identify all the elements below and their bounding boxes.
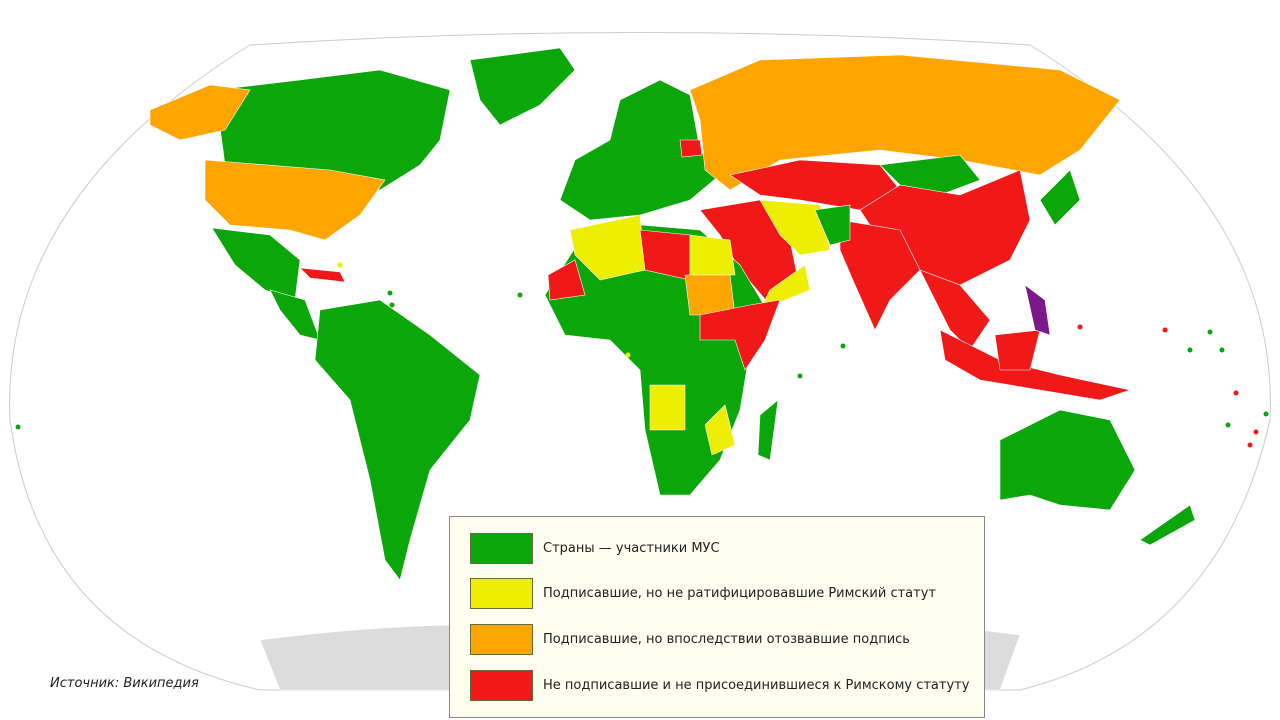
region-mozambique bbox=[704, 404, 736, 456]
island-marker bbox=[1207, 329, 1213, 335]
island-marker bbox=[387, 290, 393, 296]
region-madagascar bbox=[757, 399, 779, 461]
island-marker bbox=[15, 424, 21, 430]
region-mexico bbox=[211, 227, 301, 301]
legend-label: Страны — участники МУС bbox=[543, 541, 720, 556]
region-usa bbox=[204, 159, 386, 241]
region-afghanistan bbox=[814, 204, 851, 246]
legend: Страны — участники МУС Подписавшие, но н… bbox=[449, 516, 985, 718]
island-marker bbox=[337, 262, 343, 268]
legend-item-not-signed: Не подписавшие и не присоединившиеся к Р… bbox=[470, 670, 969, 701]
island-marker bbox=[1253, 429, 1259, 435]
region-alaska bbox=[149, 84, 251, 141]
region-kazakh-mongolia bbox=[879, 154, 981, 196]
source-note: Источник: Википедия bbox=[50, 676, 199, 691]
legend-label: Не подписавшие и не присоединившиеся к Р… bbox=[543, 678, 970, 693]
region-belarus bbox=[679, 139, 703, 158]
region-europe bbox=[559, 79, 721, 221]
region-philippines bbox=[1024, 284, 1051, 336]
region-egypt bbox=[689, 234, 736, 276]
legend-swatch bbox=[470, 578, 533, 609]
region-mauritania bbox=[547, 259, 586, 301]
region-cuba bbox=[299, 267, 346, 283]
region-russia bbox=[689, 54, 1121, 191]
region-new-zealand bbox=[1139, 504, 1196, 546]
island-marker bbox=[840, 343, 846, 349]
island-marker bbox=[797, 373, 803, 379]
region-sudan bbox=[684, 274, 736, 316]
region-se-asia bbox=[919, 269, 991, 351]
legend-item-party: Страны — участники МУС bbox=[470, 533, 720, 564]
island-marker bbox=[1077, 324, 1083, 330]
legend-swatch bbox=[470, 533, 533, 564]
island-marker bbox=[1187, 347, 1193, 353]
region-algeria bbox=[569, 214, 646, 281]
region-india bbox=[839, 219, 921, 331]
island-marker bbox=[1162, 327, 1168, 333]
island-marker bbox=[517, 292, 523, 298]
island-marker bbox=[389, 302, 395, 308]
region-borneo bbox=[994, 329, 1041, 371]
island-marker bbox=[1225, 422, 1231, 428]
legend-item-signed: Подписавшие, но не ратифицировавшие Римс… bbox=[470, 578, 936, 609]
legend-swatch bbox=[470, 624, 533, 655]
legend-label: Подписавшие, но впоследствии отозвавшие … bbox=[543, 632, 910, 647]
island-marker bbox=[1219, 347, 1225, 353]
legend-item-withdrawn: Подписавшие, но впоследствии отозвавшие … bbox=[470, 624, 910, 655]
region-australia bbox=[999, 409, 1136, 511]
island-marker bbox=[1263, 411, 1269, 417]
region-horn-africa bbox=[699, 299, 781, 371]
map-outline bbox=[9, 32, 1271, 691]
island-marker bbox=[1247, 442, 1253, 448]
legend-swatch bbox=[470, 670, 533, 701]
region-south-america bbox=[314, 299, 481, 581]
region-japan bbox=[1039, 169, 1081, 226]
island-marker bbox=[1233, 390, 1239, 396]
legend-label: Подписавшие, но не ратифицировавшие Римс… bbox=[543, 586, 936, 601]
region-iran bbox=[759, 199, 831, 256]
island-marker bbox=[625, 352, 631, 358]
region-greenland bbox=[469, 47, 576, 126]
region-central-america bbox=[269, 289, 321, 341]
region-angola bbox=[649, 384, 686, 431]
